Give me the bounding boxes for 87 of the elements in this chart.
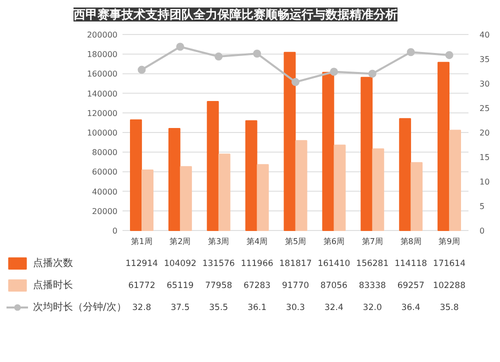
data-label: 35.8 <box>440 303 459 313</box>
bar <box>142 169 154 231</box>
y-tick-label: 100000 <box>86 128 118 138</box>
y2-tick-label: 15 <box>480 153 490 162</box>
bar <box>180 166 192 231</box>
bar <box>256 164 269 231</box>
bar <box>245 120 258 231</box>
x-tick-label: 第5周 <box>284 237 306 246</box>
data-label: 35.5 <box>209 303 228 313</box>
y2-tick-label: 40 <box>480 30 490 40</box>
y2-tick-label: 30 <box>480 80 490 88</box>
data-label: 32.8 <box>132 303 152 313</box>
y-tick-label: 20000 <box>92 206 118 216</box>
y-tick-label: 40000 <box>92 187 118 196</box>
bar <box>399 118 412 231</box>
y2-tick-label: 35 <box>480 55 490 64</box>
data-label: 36.1 <box>248 303 267 313</box>
data-label: 30.3 <box>286 303 305 313</box>
data-label: 32.4 <box>324 303 344 313</box>
bar <box>360 76 373 231</box>
y-tick-label: 60000 <box>92 168 118 177</box>
point <box>330 68 338 76</box>
data-label: 37.5 <box>170 303 190 313</box>
y-tick-label: 80000 <box>92 148 118 158</box>
data-label: 65119 <box>166 281 194 291</box>
legend-label: 点播次数 <box>33 256 73 270</box>
bar <box>410 162 423 231</box>
data-label: 69257 <box>397 281 424 291</box>
data-label: 77958 <box>205 281 232 291</box>
x-tick-label: 第9周 <box>438 237 460 246</box>
point <box>138 66 146 74</box>
data-label: 104092 <box>164 259 196 269</box>
bar <box>218 154 230 231</box>
bar <box>168 128 180 231</box>
y-tick-label: 140000 <box>86 89 118 98</box>
data-label: 114118 <box>394 259 428 269</box>
data-label: 87056 <box>320 281 348 291</box>
x-tick-label: 第7周 <box>362 237 383 246</box>
point <box>368 70 376 78</box>
data-label: 161410 <box>318 259 350 269</box>
y2-tick-label: 10 <box>480 178 490 186</box>
y2-tick-label: 5 <box>480 202 485 211</box>
data-label: 181817 <box>279 259 312 269</box>
data-label: 91770 <box>282 281 310 291</box>
data-label: 61772 <box>128 281 156 291</box>
bar <box>322 72 334 231</box>
data-label: 67283 <box>244 281 271 291</box>
x-tick-label: 第2周 <box>170 237 191 246</box>
legend-label: 次均时长（分钟/次） <box>33 300 126 314</box>
point <box>176 42 184 51</box>
x-tick-label: 第3周 <box>208 237 230 246</box>
bar <box>334 144 346 231</box>
x-tick-label: 第6周 <box>323 237 344 246</box>
data-label: 32.0 <box>362 303 382 313</box>
y-tick-label: 0 <box>112 226 118 236</box>
point <box>445 51 454 60</box>
y-tick-label: 200000 <box>86 30 118 40</box>
y2-tick-label: 25 <box>480 104 490 113</box>
bar <box>295 140 308 231</box>
bar <box>372 148 384 231</box>
legend-label: 点播时长 <box>33 278 73 292</box>
data-label: 83338 <box>358 281 386 291</box>
point <box>406 48 415 56</box>
data-label: 131576 <box>202 259 235 269</box>
bar <box>438 62 450 231</box>
data-label: 102288 <box>433 281 466 291</box>
y-tick-label: 180000 <box>86 50 118 60</box>
x-tick-label: 第4周 <box>246 237 268 246</box>
y-tick-label: 160000 <box>86 70 118 79</box>
bar <box>284 52 296 231</box>
point <box>253 50 262 58</box>
point <box>292 78 300 86</box>
data-label: 112914 <box>126 259 158 269</box>
x-tick-label: 第8周 <box>400 237 422 246</box>
y-tick-label: 120000 <box>86 108 118 118</box>
data-label: 111966 <box>240 259 274 269</box>
x-tick-label: 第1周 <box>131 237 152 246</box>
data-label: 156281 <box>356 259 389 269</box>
data-label: 36.4 <box>401 303 420 313</box>
y2-tick-label: 0 <box>480 226 485 236</box>
data-label: 171614 <box>433 259 466 269</box>
bar <box>130 119 142 231</box>
point <box>214 52 223 61</box>
bar <box>206 101 219 231</box>
chart-title: 西甲赛事技术支持团队全力保障比赛顺畅运行与数据精准分析 <box>72 8 398 22</box>
bar <box>449 130 462 231</box>
y2-tick-label: 20 <box>480 128 490 138</box>
